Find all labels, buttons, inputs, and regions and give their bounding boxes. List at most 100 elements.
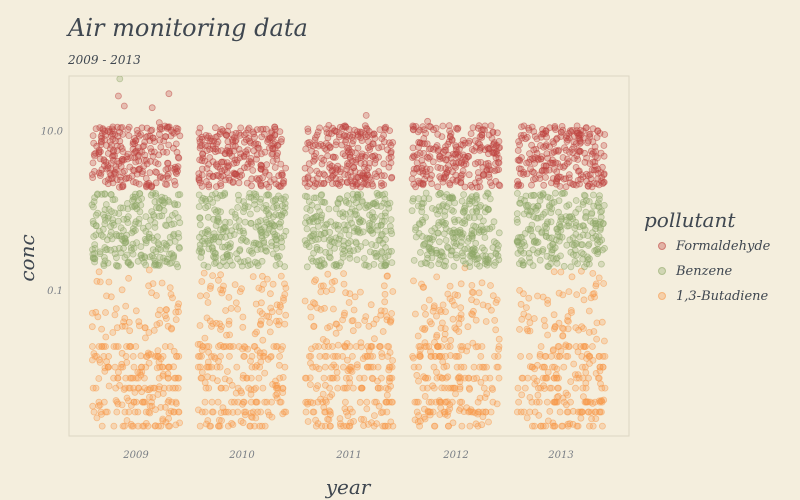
data-point [480,246,488,254]
data-point [345,299,353,306]
data-point [253,205,261,213]
data-point [301,192,309,200]
data-point [495,345,503,353]
data-point [599,163,606,171]
data-point [495,256,503,264]
data-point [465,384,473,392]
data-point [472,223,480,231]
data-point [237,236,245,244]
data-point [313,304,321,312]
data-point [385,154,393,162]
data-point [387,216,395,224]
data-point [206,285,214,292]
data-point [242,408,250,416]
data-point [225,343,233,350]
data-point [141,235,149,243]
data-point [275,361,283,369]
data-point [424,374,432,382]
data-point [364,363,372,371]
data-point [247,219,255,227]
data-point [162,315,170,322]
data-point [560,262,568,270]
data-point [113,408,121,416]
data-point [121,322,129,330]
data-point [353,256,361,264]
data-point [586,160,594,168]
data-point [529,191,537,199]
data-point [244,345,252,353]
data-point [171,201,179,209]
data-point [115,217,122,225]
data-point [101,190,109,198]
data-point [106,232,114,240]
data-point [251,258,259,266]
data-point [433,368,440,376]
data-point [547,254,555,262]
data-point [129,193,137,201]
data-point [96,248,104,256]
data-point [439,301,447,309]
data-point [457,179,465,187]
data-point [598,384,606,392]
data-point [549,346,557,354]
data-point [601,352,609,360]
data-point [378,143,386,151]
data-point [474,169,482,176]
data-point [248,182,255,190]
data-point [495,229,503,237]
data-point [309,363,317,371]
data-point [555,289,563,297]
data-point [247,139,255,147]
data-point [381,307,389,315]
data-point [135,165,143,173]
data-point [330,153,337,161]
data-point [427,145,435,153]
data-point [176,191,184,198]
data-point [118,349,126,357]
data-point [321,397,329,404]
data-point [384,343,391,350]
data-point [525,294,533,302]
data-point [259,174,267,182]
data-point [517,165,525,173]
data-point [388,173,396,181]
data-point [585,260,593,268]
data-point [148,183,156,191]
data-point [555,374,562,382]
data-point [495,374,503,382]
data-point [194,406,202,414]
data-point [320,235,328,243]
data-point [232,299,240,307]
data-point [601,244,608,252]
data-point [543,398,551,406]
data-point [259,336,267,344]
data-point [176,419,184,427]
data-point [341,309,349,317]
data-point [485,418,492,426]
data-point [414,202,422,210]
data-point [213,217,221,225]
data-point [226,218,234,226]
data-point [281,280,288,288]
data-point [433,312,440,320]
data-point [355,215,363,223]
data-point [558,190,566,198]
data-point [162,180,169,188]
data-point [98,129,106,137]
data-point [482,318,490,325]
data-point [275,192,282,200]
data-point [141,324,149,332]
data-point [107,191,115,199]
data-point [410,277,417,285]
data-point [332,141,340,149]
data-point [517,300,525,308]
data-point [370,422,378,430]
data-point [342,289,350,297]
data-point [524,207,531,215]
data-point [135,322,143,330]
data-point [574,260,581,268]
data-point [534,391,542,399]
data-point [228,398,236,406]
data-point [221,189,229,197]
data-point [435,238,443,246]
